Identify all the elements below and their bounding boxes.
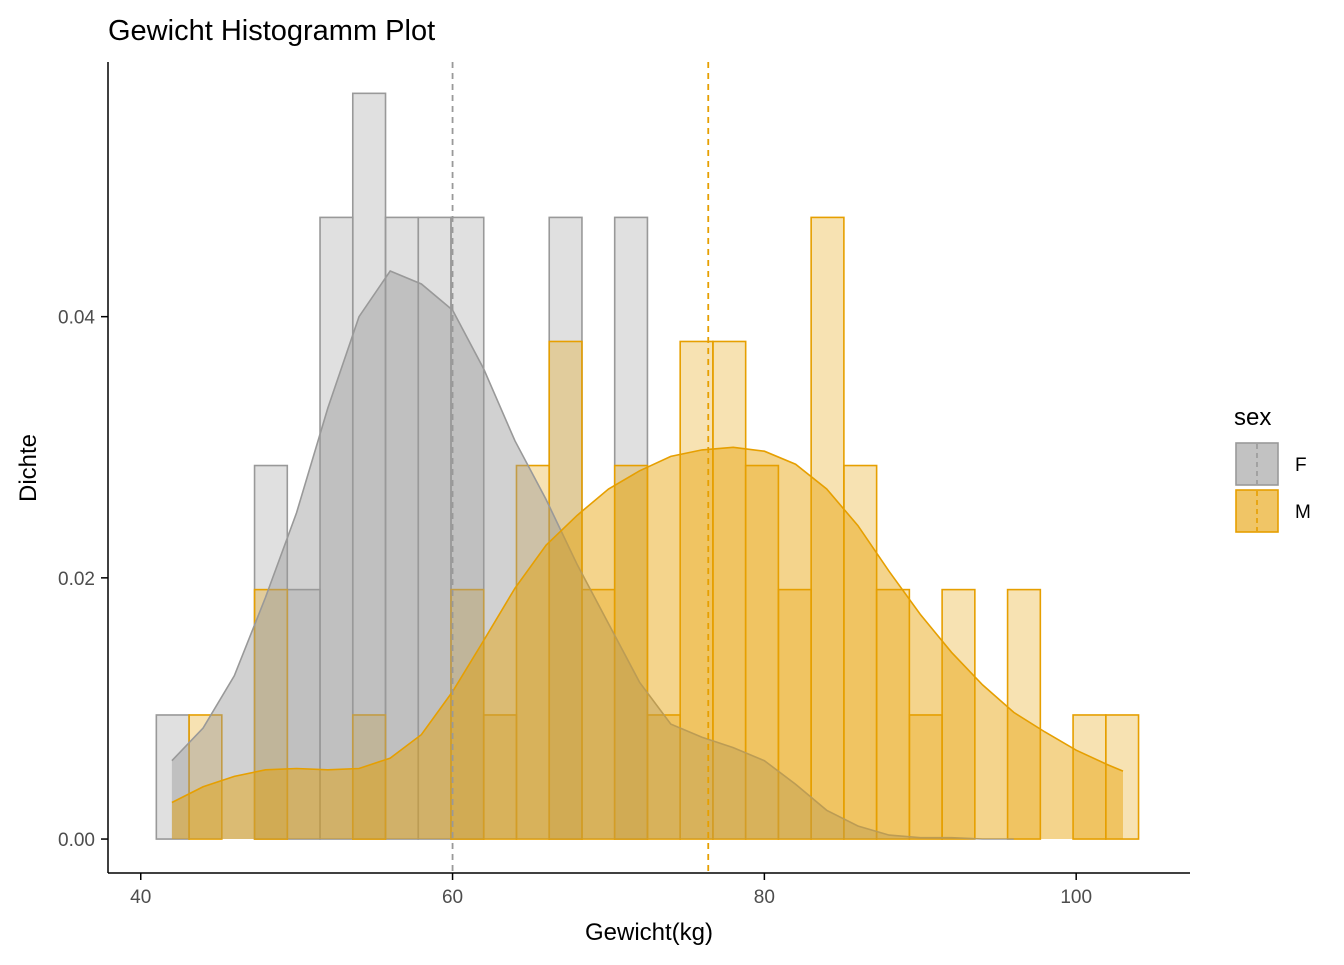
axes: 40 60 80 100 0.00 0.02 0.04 — [58, 62, 1190, 908]
legend: sex FM — [1234, 404, 1311, 533]
legend-label-M: M — [1295, 502, 1311, 523]
bar-M-29 — [1105, 714, 1140, 840]
y-axis-title: Dichte — [15, 434, 42, 502]
x-axis-title: Gewicht(kg) — [585, 919, 713, 946]
density-curves — [171, 270, 1124, 840]
bar-F-4 — [286, 588, 321, 840]
bar-M-6 — [351, 714, 387, 840]
chart-title: Gewicht Histogramm Plot — [108, 15, 435, 47]
bar-M-26 — [1006, 588, 1042, 840]
mean-lines — [451, 62, 710, 873]
bars-F — [155, 92, 649, 840]
y-tick-label-1: 0.02 — [58, 569, 95, 590]
bar-M-15 — [646, 714, 681, 840]
legend-entries: FM — [1235, 442, 1311, 533]
y-tick-label-2: 0.04 — [58, 308, 95, 329]
bar-M-13 — [581, 588, 616, 840]
bar-F-7 — [384, 216, 420, 840]
bar-F-3 — [253, 464, 289, 840]
legend-entry-F: F — [1235, 442, 1307, 486]
legend-title: sex — [1234, 404, 1271, 431]
x-tick-label-2: 80 — [754, 887, 775, 908]
bar-M-28 — [1072, 714, 1107, 840]
bar-M-14 — [613, 464, 649, 840]
bar-F-9 — [450, 216, 485, 840]
legend-entry-M: M — [1235, 489, 1311, 533]
bars-M — [188, 216, 1140, 840]
bar-M-12 — [548, 340, 583, 840]
bar-F-8 — [417, 216, 452, 840]
bar-M-1 — [188, 714, 223, 840]
bar-F-0 — [155, 714, 190, 840]
bar-M-3 — [253, 588, 289, 840]
density-line-F — [171, 270, 1014, 840]
density-line-M — [171, 446, 1124, 804]
x-tick-label-3: 100 — [1060, 887, 1092, 908]
y-tick-label-0: 0.00 — [58, 830, 95, 851]
x-tick-label-1: 60 — [442, 887, 463, 908]
bar-F-14 — [613, 216, 649, 840]
bar-M-9 — [450, 588, 485, 840]
bar-M-18 — [744, 464, 780, 840]
density-area-F — [171, 271, 1014, 839]
bar-M-20 — [810, 216, 845, 840]
bar-M-23 — [908, 714, 943, 840]
bar-M-24 — [941, 588, 976, 840]
bar-M-11 — [515, 464, 551, 840]
bar-M-17 — [712, 340, 747, 840]
x-tick-label-0: 40 — [130, 887, 151, 908]
legend-label-F: F — [1295, 455, 1307, 476]
density-area-M — [171, 447, 1123, 839]
histogram-bars — [155, 92, 1140, 840]
bar-M-22 — [875, 588, 911, 840]
